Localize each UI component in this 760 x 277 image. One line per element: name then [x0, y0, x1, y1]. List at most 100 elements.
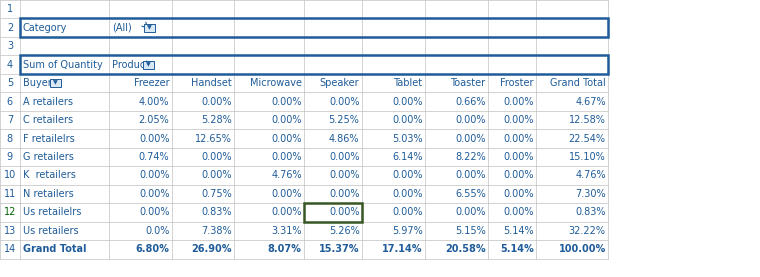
- Text: 0.00%: 0.00%: [201, 97, 232, 107]
- Text: 0.00%: 0.00%: [503, 207, 534, 217]
- Text: 3: 3: [7, 41, 13, 51]
- Text: Product: Product: [112, 60, 150, 70]
- Text: 0.00%: 0.00%: [392, 170, 423, 180]
- Text: 0.00%: 0.00%: [329, 152, 359, 162]
- Text: 0.00%: 0.00%: [271, 115, 302, 125]
- Text: 0.00%: 0.00%: [139, 170, 169, 180]
- Text: 4.76%: 4.76%: [575, 170, 606, 180]
- Text: 0.00%: 0.00%: [503, 134, 534, 143]
- Text: 0.0%: 0.0%: [145, 226, 169, 236]
- Text: Us retailelrs: Us retailelrs: [23, 207, 81, 217]
- Text: 6.55%: 6.55%: [455, 189, 486, 199]
- Text: 0.00%: 0.00%: [503, 115, 534, 125]
- Text: 4.67%: 4.67%: [575, 97, 606, 107]
- Text: 0.00%: 0.00%: [271, 152, 302, 162]
- Bar: [304, 203, 362, 222]
- Text: 0.74%: 0.74%: [139, 152, 169, 162]
- Text: 17.14%: 17.14%: [382, 244, 423, 254]
- Text: Speaker: Speaker: [320, 78, 359, 88]
- Text: 4: 4: [7, 60, 13, 70]
- Text: 12.58%: 12.58%: [568, 115, 606, 125]
- Text: 0.00%: 0.00%: [271, 134, 302, 143]
- Text: 8.07%: 8.07%: [268, 244, 302, 254]
- Text: ▼: ▼: [146, 62, 150, 67]
- Text: Buyer: Buyer: [23, 78, 52, 88]
- Text: K  retailers: K retailers: [23, 170, 76, 180]
- Text: Handset: Handset: [191, 78, 232, 88]
- Text: 0.00%: 0.00%: [503, 152, 534, 162]
- Text: 100.00%: 100.00%: [559, 244, 606, 254]
- Text: 0.00%: 0.00%: [392, 97, 423, 107]
- Text: 12.65%: 12.65%: [195, 134, 232, 143]
- Text: 0.66%: 0.66%: [455, 97, 486, 107]
- Bar: [20, 55, 608, 74]
- Text: 13: 13: [4, 226, 16, 236]
- Text: F retailelrs: F retailelrs: [23, 134, 74, 143]
- Text: 6: 6: [7, 97, 13, 107]
- Text: 0.00%: 0.00%: [503, 189, 534, 199]
- Text: 5.14%: 5.14%: [500, 244, 534, 254]
- Text: 0.00%: 0.00%: [139, 189, 169, 199]
- Text: 5.14%: 5.14%: [503, 226, 534, 236]
- Text: 0.00%: 0.00%: [455, 170, 486, 180]
- Text: 2: 2: [7, 23, 13, 33]
- Text: 0.83%: 0.83%: [575, 207, 606, 217]
- Text: 5.25%: 5.25%: [328, 115, 359, 125]
- Text: 0.00%: 0.00%: [455, 115, 486, 125]
- Text: 22.54%: 22.54%: [568, 134, 606, 143]
- Text: 12: 12: [4, 207, 16, 217]
- Text: Category: Category: [23, 23, 67, 33]
- Text: 6.80%: 6.80%: [135, 244, 169, 254]
- Text: 0.00%: 0.00%: [503, 170, 534, 180]
- Text: 14: 14: [4, 244, 16, 254]
- Text: 1: 1: [7, 4, 13, 14]
- Text: 0.00%: 0.00%: [329, 189, 359, 199]
- Bar: [144, 24, 155, 32]
- Text: N retailers: N retailers: [23, 189, 74, 199]
- Text: 0.00%: 0.00%: [455, 207, 486, 217]
- Text: 7: 7: [7, 115, 13, 125]
- Text: Microwave: Microwave: [250, 78, 302, 88]
- Text: Grand Total: Grand Total: [550, 78, 606, 88]
- Text: 2.05%: 2.05%: [139, 115, 169, 125]
- Text: 0.00%: 0.00%: [271, 189, 302, 199]
- Text: 26.90%: 26.90%: [192, 244, 232, 254]
- Text: 8.22%: 8.22%: [455, 152, 486, 162]
- Text: 0.00%: 0.00%: [201, 170, 232, 180]
- Text: 32.22%: 32.22%: [568, 226, 606, 236]
- Text: 0.83%: 0.83%: [201, 207, 232, 217]
- Text: 0.00%: 0.00%: [201, 152, 232, 162]
- Text: 0.00%: 0.00%: [271, 97, 302, 107]
- Text: 0.00%: 0.00%: [392, 207, 423, 217]
- Text: 5.03%: 5.03%: [392, 134, 423, 143]
- Text: Freezer: Freezer: [134, 78, 169, 88]
- Text: A retailers: A retailers: [23, 97, 73, 107]
- Text: 11: 11: [4, 189, 16, 199]
- Text: ▼: ▼: [147, 25, 152, 30]
- Text: 4.76%: 4.76%: [271, 170, 302, 180]
- Text: 4.00%: 4.00%: [139, 97, 169, 107]
- Text: Us retailers: Us retailers: [23, 226, 78, 236]
- Text: 20.58%: 20.58%: [445, 244, 486, 254]
- Text: 5.15%: 5.15%: [455, 226, 486, 236]
- Text: 7.38%: 7.38%: [201, 226, 232, 236]
- Text: 5: 5: [7, 78, 13, 88]
- Text: 5.97%: 5.97%: [392, 226, 423, 236]
- Text: (All): (All): [112, 23, 132, 33]
- Text: 9: 9: [7, 152, 13, 162]
- Text: 0.00%: 0.00%: [271, 207, 302, 217]
- Text: C retailers: C retailers: [23, 115, 73, 125]
- Text: 0.00%: 0.00%: [392, 115, 423, 125]
- Text: 15.10%: 15.10%: [569, 152, 606, 162]
- Text: 3.31%: 3.31%: [271, 226, 302, 236]
- Text: 0.00%: 0.00%: [455, 134, 486, 143]
- Text: 5.26%: 5.26%: [329, 226, 359, 236]
- Text: 6.14%: 6.14%: [392, 152, 423, 162]
- Text: 7.30%: 7.30%: [575, 189, 606, 199]
- Text: Grand Total: Grand Total: [23, 244, 87, 254]
- Text: Toaster: Toaster: [451, 78, 486, 88]
- Bar: [50, 79, 61, 87]
- Text: 0.00%: 0.00%: [392, 189, 423, 199]
- Text: Sum of Quantity: Sum of Quantity: [23, 60, 103, 70]
- Text: 0.00%: 0.00%: [503, 97, 534, 107]
